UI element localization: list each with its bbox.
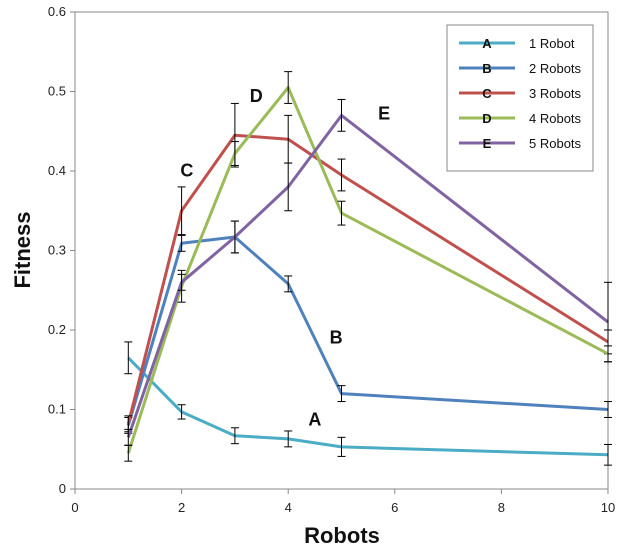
y-tick-label: 0.2 <box>48 322 66 337</box>
legend-box <box>446 24 594 172</box>
error-bar <box>177 404 186 420</box>
series-line <box>126 113 609 438</box>
series-a <box>124 341 612 466</box>
y-tick-label: 0.5 <box>48 84 66 99</box>
error-bar <box>337 385 346 403</box>
series-line <box>126 235 609 426</box>
error-bar <box>124 428 133 446</box>
error-bar <box>284 430 293 448</box>
series-line <box>127 356 609 457</box>
x-tick-label: 6 <box>391 500 398 515</box>
annotation-a: A <box>308 409 321 429</box>
legend-label: 5 Robots <box>529 136 582 151</box>
legend-marker: D <box>482 111 491 126</box>
error-bar <box>604 401 612 418</box>
annotation-layer: A B C D E <box>180 86 390 430</box>
legend-item-e: E 5 Robots <box>459 136 582 151</box>
series-line <box>126 86 609 454</box>
legend-marker: C <box>482 86 492 101</box>
error-bar <box>284 275 293 293</box>
error-bar <box>337 98 346 132</box>
y-tick-label: 0.3 <box>48 243 66 258</box>
series-layer <box>124 71 612 466</box>
annotation-b: B <box>330 328 343 348</box>
y-tick-label: 0.4 <box>48 163 66 178</box>
error-bar <box>284 71 293 104</box>
legend-item-b: B 2 Robots <box>459 61 582 76</box>
legend-marker: E <box>483 136 492 151</box>
error-bar <box>177 234 186 252</box>
x-tick-label: 0 <box>71 500 78 515</box>
error-bar <box>337 158 346 192</box>
y-axis-title: Fitness <box>10 211 35 288</box>
legend-item-d: D 4 Robots <box>459 111 582 126</box>
legend-label: 2 Robots <box>529 61 582 76</box>
legend-item-a: A 1 Robot <box>459 36 575 51</box>
legend-marker: B <box>482 61 491 76</box>
series-line <box>126 133 609 425</box>
x-tick-label: 8 <box>498 500 505 515</box>
annotation-c: C <box>180 161 193 181</box>
x-tick-label: 10 <box>601 500 615 515</box>
legend: A 1 Robot B 2 Robots C 3 Robots D 4 Robots E 5 Ro… <box>446 24 594 172</box>
error-bar <box>337 436 346 457</box>
x-axis-title: Robots <box>304 523 380 548</box>
error-bar <box>284 162 293 212</box>
legend-label: 3 Robots <box>529 86 582 101</box>
legend-marker: A <box>482 36 492 51</box>
error-bar <box>177 186 186 236</box>
legend-label: 1 Robot <box>529 36 575 51</box>
error-bar <box>604 281 612 363</box>
error-bar <box>230 220 239 254</box>
x-tick-label: 2 <box>178 500 185 515</box>
annotation-d: D <box>250 86 263 106</box>
legend-item-c: C 3 Robots <box>459 86 582 101</box>
series-b <box>124 220 612 434</box>
error-bar <box>230 427 239 445</box>
series-e <box>124 98 612 446</box>
error-bar <box>124 341 133 375</box>
x-tick-label: 4 <box>285 500 292 515</box>
error-bar <box>177 273 186 291</box>
y-tick-label: 0 <box>59 481 66 496</box>
y-tick-label: 0.1 <box>48 402 66 417</box>
y-tick-label: 0.6 <box>48 4 66 19</box>
error-bar <box>230 141 239 166</box>
error-bar <box>337 200 346 226</box>
legend-label: 4 Robots <box>529 111 582 126</box>
error-bar <box>604 443 612 466</box>
axes: 0 0.1 0.2 0.3 0.4 0.5 0.6 0 2 4 6 8 10 <box>48 4 615 515</box>
annotation-e: E <box>378 103 390 123</box>
